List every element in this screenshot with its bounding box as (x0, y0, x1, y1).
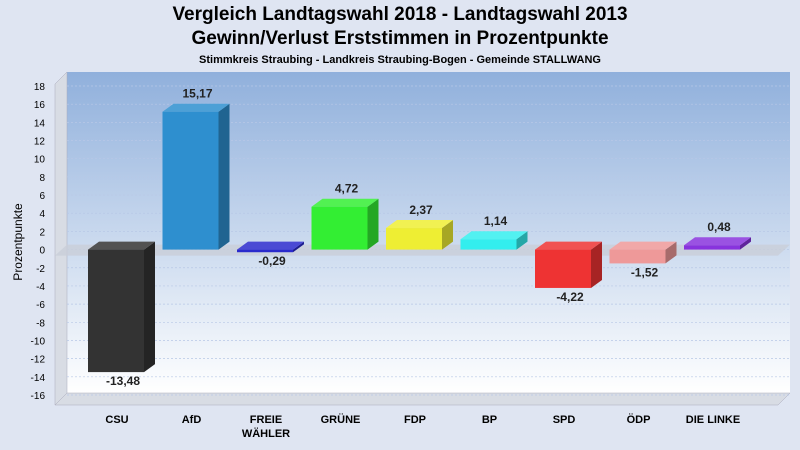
x-category-label: WÄHLER (242, 427, 290, 440)
bar-csu (88, 241, 155, 373)
bar-die-linke (684, 237, 751, 250)
bar-front (535, 249, 591, 288)
bar-front (386, 228, 442, 250)
bar-front (237, 249, 293, 253)
y-axis-label: Prozentpunkte (11, 203, 25, 281)
bar-top (162, 103, 230, 112)
chart-location-subtitle: Stimmkreis Straubing - Landkreis Straubi… (199, 54, 601, 66)
bar-side (740, 237, 751, 250)
value-label: 0,48 (707, 220, 731, 234)
y-tick-label: -14 (31, 373, 46, 384)
bar-afd (162, 103, 230, 250)
plot-left-wall (54, 71, 68, 406)
bars (88, 103, 751, 373)
y-tick-label: -16 (31, 391, 46, 402)
x-category-label: CSU (105, 414, 128, 426)
bar-side (516, 231, 528, 250)
y-tick-label: 18 (34, 82, 46, 93)
bar-side (293, 241, 304, 253)
bar-spd (535, 241, 602, 288)
y-tick-label: 16 (34, 100, 46, 111)
bar-fdp (386, 220, 453, 250)
bar-side (665, 241, 677, 264)
bar-grüne (311, 198, 379, 250)
bar-top (237, 241, 304, 250)
bar-top (609, 241, 677, 250)
y-tick-label: 4 (39, 209, 45, 220)
value-label: 4,72 (335, 182, 359, 196)
y-tick-label: 14 (34, 118, 46, 129)
x-category-label: ÖDP (627, 413, 651, 426)
y-tick-label: -8 (36, 318, 45, 329)
y-tick-label: -6 (36, 300, 45, 311)
value-label: -0,29 (258, 254, 286, 268)
plot-floor (54, 392, 791, 406)
bar-freie-wähler (237, 241, 304, 253)
bar-side (442, 220, 453, 250)
bar-top (386, 220, 453, 229)
y-axis-ticks: 18 16 14 12 10 8 6 4 2 0 -2 -4 -6 -8 -10 -12 -14 -16 (31, 82, 46, 402)
zero-plane (55, 244, 790, 256)
y-tick-label: 12 (34, 137, 46, 148)
bar-front (162, 111, 219, 250)
chart-subtitle: Gewinn/Verlust Erststimmen in Prozentpun… (191, 28, 609, 49)
y-tick-label: 8 (39, 173, 45, 184)
value-label: -4,22 (556, 290, 584, 304)
bar-top (535, 241, 602, 250)
y-tick-label: -12 (31, 355, 46, 366)
y-tick-label: 2 (39, 227, 45, 238)
bar-bp (460, 231, 528, 250)
bar-top (460, 231, 528, 240)
bar-front (609, 249, 666, 264)
y-tick-label: -10 (31, 336, 46, 347)
y-tick-label: 6 (39, 191, 45, 202)
bar-front (684, 245, 740, 250)
x-category-label: SPD (553, 414, 576, 426)
value-label: 2,37 (409, 203, 433, 217)
bar-top (311, 198, 379, 207)
value-label: -13,48 (106, 374, 140, 388)
bar-front (88, 249, 144, 373)
x-category-label: BP (482, 414, 497, 426)
bar-top (88, 241, 155, 250)
y-tick-label: -2 (36, 264, 45, 275)
chart-title: Vergleich Landtagswahl 2018 - Landtagswa… (172, 4, 628, 25)
bar-front (460, 239, 517, 250)
bar-front (311, 206, 368, 250)
y-tick-label: -4 (36, 282, 45, 293)
bar-side (144, 241, 155, 373)
x-category-label: FREIE (250, 414, 282, 426)
value-label: 15,17 (182, 87, 212, 101)
bar-side (367, 198, 379, 250)
y-tick-label: 10 (34, 155, 46, 166)
x-category-label: DIE LINKE (686, 414, 740, 426)
value-labels: -13,48 15,17 -0,29 4,72 2,37 1,14 -4,22 -1,52 0,… (106, 87, 731, 388)
bar-side (591, 241, 602, 288)
bar-ödp (609, 241, 677, 264)
x-category-label: FDP (404, 414, 426, 426)
bar-side (218, 103, 230, 250)
bar-top (684, 237, 751, 246)
x-category-label: AfD (182, 414, 202, 426)
value-label: 1,14 (484, 214, 508, 228)
x-category-label: GRÜNE (321, 413, 361, 426)
y-tick-label: 0 (39, 246, 45, 257)
value-label: -1,52 (631, 265, 659, 279)
